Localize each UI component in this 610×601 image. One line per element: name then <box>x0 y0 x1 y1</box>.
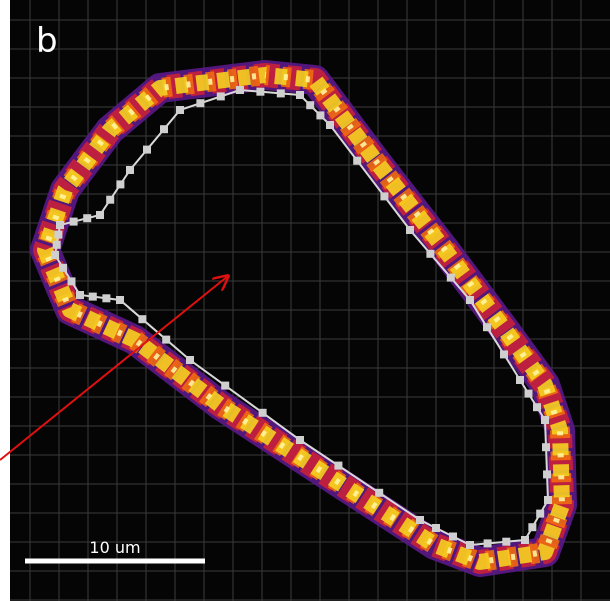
node <box>256 87 265 96</box>
node <box>56 221 64 229</box>
node <box>106 195 115 204</box>
node <box>466 541 474 549</box>
node <box>449 532 457 541</box>
scale-bar-label: 10 um <box>89 538 140 557</box>
node <box>541 416 549 424</box>
node <box>500 350 508 359</box>
node <box>67 277 76 286</box>
node <box>102 294 111 303</box>
outline-nodes <box>51 86 552 549</box>
node <box>521 536 529 544</box>
node <box>375 488 384 497</box>
track-layer <box>33 63 574 574</box>
node <box>196 99 205 108</box>
grid <box>10 0 610 601</box>
node <box>88 292 97 301</box>
node <box>296 91 304 99</box>
node <box>276 89 285 98</box>
node <box>76 291 84 299</box>
cell-tracks <box>30 60 577 577</box>
node <box>186 356 194 364</box>
node <box>216 92 225 101</box>
node <box>162 335 171 344</box>
node <box>236 86 244 94</box>
node <box>543 470 552 479</box>
node <box>83 214 92 223</box>
node <box>544 496 552 504</box>
arrow <box>0 276 228 461</box>
panel-label: b <box>36 21 58 61</box>
node <box>306 101 315 110</box>
track-layer <box>37 67 570 570</box>
node <box>176 106 184 114</box>
node <box>138 315 147 324</box>
node <box>516 376 524 384</box>
node <box>143 145 151 154</box>
node <box>116 296 124 304</box>
node <box>59 263 67 272</box>
node <box>426 249 435 258</box>
node <box>502 537 511 546</box>
node <box>446 273 455 282</box>
node <box>432 524 440 532</box>
node <box>533 403 541 412</box>
node <box>316 111 325 120</box>
node <box>483 539 492 548</box>
node <box>296 436 304 444</box>
node <box>258 408 267 417</box>
node <box>380 192 389 201</box>
node <box>466 296 474 304</box>
node <box>116 180 125 189</box>
node <box>52 240 61 249</box>
node <box>69 217 78 226</box>
node <box>528 523 537 532</box>
node <box>542 443 551 452</box>
node <box>51 251 59 259</box>
node <box>221 381 230 390</box>
node <box>536 509 545 518</box>
node <box>416 516 424 524</box>
node <box>96 211 104 219</box>
node <box>353 156 362 165</box>
node <box>160 125 168 134</box>
node <box>126 166 134 174</box>
node <box>406 226 414 234</box>
node <box>54 230 63 239</box>
node <box>524 389 533 398</box>
node <box>326 121 334 129</box>
node <box>483 323 491 332</box>
node <box>334 461 343 470</box>
